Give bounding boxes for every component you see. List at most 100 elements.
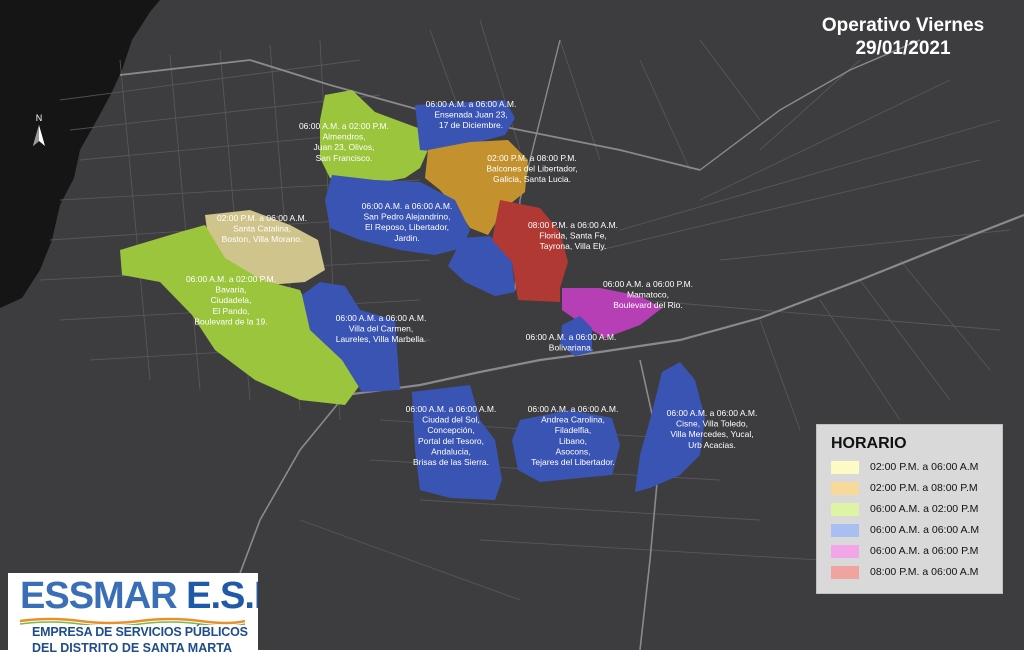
zone-label-line: Villa del Carmen, [349,324,414,334]
zone-label-florida: 08:00 P.M. a 06:00 A.M. Florida, Santa Fe… [528,220,618,251]
zone-label-line: El Pando, [213,306,250,316]
zone-label-line: San Francisco. [316,153,373,163]
zone-label-line: Urb Acacias. [688,440,736,450]
zone-label-line: 06:00 A.M. a 06:00 A.M. [667,408,758,418]
zone-label-line: Tejares del Libertador. [531,457,615,467]
zone-label-santa-catalina: 02:00 P.M. a 06:00 A.M. Santa Catalina, Bo… [217,213,307,244]
zone-ciudad-del-sol-polygon[interactable] [412,385,502,500]
zone-label-line: 06:00 A.M. a 06:00 P.M. [603,279,693,289]
essmar-logo: ESSMAR E.S.P. EMPRESA DE SERVICIOS PÚBLI… [8,573,258,658]
logo-name: ESSMAR [20,575,178,617]
zone-label-line: Villa Mercedes, Yucal, [670,429,753,439]
zone-label-line: Concepción, [427,425,474,435]
zone-labels: 06:00 A.M. a 02:00 P.M. Almendros, Juan 23… [186,99,757,467]
logo-wordmark: ESSMAR E.S.P. [20,575,258,618]
legend: HORARIO 02:00 P.M. a 06:00 A.M 02:00 P.M… [816,424,1003,594]
zone-label-ensenada: 06:00 A.M. a 06:00 A.M. Ensenada Juan 23,… [426,99,517,130]
zone-label-line: Mamatoco, [627,290,669,300]
zone-label-line: 02:00 P.M. a 08:00 P.M. [487,153,576,163]
zone-label-line: Libano, [559,436,587,446]
zone-label-line: 06:00 A.M. a 06:00 A.M. [426,99,517,109]
zone-label-line: Almendros, [323,132,366,142]
zone-almendros-polygon[interactable] [320,90,428,183]
zone-label-bolivariana: 06:00 A.M. a 06:00 A.M. Bolivariana. [526,332,617,353]
legend-label: 06:00 A.M. a 02:00 P.M [870,503,979,515]
zone-san-pedro-polygon[interactable] [325,175,470,255]
map-title-line1: Operativo Viernes [821,15,985,36]
zone-andrea-carolina-polygon[interactable] [512,410,620,482]
legend-title: HORARIO [831,435,907,452]
legend-label: 06:00 A.M. a 06:00 A.M [870,524,980,536]
zone-label-line: 02:00 P.M. a 06:00 A.M. [217,213,307,223]
zone-label-ciudad-del-sol: 06:00 A.M. a 06:00 A.M. Ciudad del Sol, Co… [406,404,497,467]
zone-cisne-polygon[interactable] [635,362,705,492]
logo-subtitle-2: DEL DISTRITO DE SANTA MARTA [32,641,232,655]
zone-label-line: Boulevard de la 19. [194,316,267,326]
zone-label-line: Jardin. [394,233,420,243]
zone-label-line: 06:00 A.M. a 06:00 A.M. [528,404,619,414]
north-arrow-icon: N [33,113,45,146]
logo-wave-icon [20,617,245,625]
zone-label-cisne: 06:00 A.M. a 06:00 A.M. Cisne, Villa Tole… [667,408,758,450]
zone-label-line: Ciudad del Sol, [422,415,480,425]
legend-swatch [831,502,859,516]
logo-esp: E.S.P. [186,575,258,617]
zone-label-line: Asocons, [556,446,591,456]
zone-label-line: San Pedro Alejandrino, [364,212,451,222]
zone-label-line: Galicia, Santa Lucia. [493,174,571,184]
zone-label-line: Bavaria, [215,285,246,295]
zone-label-line: Ciudadela, [211,295,252,305]
zone-label-line: Andalucia, [431,446,471,456]
zone-label-line: Boulevard del Rio. [613,300,682,310]
legend-label: 08:00 P.M. a 06:00 A.M [870,566,979,578]
zone-label-line: Florida, Santa Fe, [539,231,607,241]
zone-villa-del-carmen-polygon[interactable] [302,282,400,392]
zone-label-line: Tayrona, Villa Ely. [540,241,607,251]
legend-row: 06:00 A.M. a 02:00 P.M [831,501,978,517]
zone-san-pedro-south-polygon[interactable] [448,236,515,296]
zone-label-line: Balcones del Libertador, [486,164,577,174]
zone-label-line: 06:00 A.M. a 06:00 A.M. [336,313,427,323]
zone-label-line: Laureles, Villa Marbella. [336,334,427,344]
map-title: Operativo Viernes 29/01/2021 [790,14,1016,60]
zone-label-bavaria: 06:00 A.M. a 02:00 P.M. Bavaria, Ciudadela… [186,274,276,326]
zone-bolivariana-polygon[interactable] [560,316,592,356]
zone-label-san-pedro: 06:00 A.M. a 06:00 A.M. San Pedro Alejand… [362,201,453,243]
zone-bavaria-polygon[interactable] [120,225,360,405]
zone-label-andrea-carolina: 06:00 A.M. a 06:00 A.M. Andrea Carolina, F… [528,404,619,467]
zone-ensenada-polygon[interactable] [415,100,515,152]
north-arrow: N [28,112,50,150]
zone-label-line: Ensenada Juan 23, [434,110,507,120]
zone-label-line: Portal del Tesoro, [418,436,484,446]
zone-label-line: 08:00 P.M. a 06:00 A.M. [528,220,618,230]
legend-row: 06:00 A.M. a 06:00 A.M [831,522,979,538]
zone-label-line: Juan 23, Olivos, [314,142,375,152]
zone-label-line: 06:00 A.M. a 06:00 A.M. [362,201,453,211]
zone-label-line: 06:00 A.M. a 02:00 P.M. [299,121,389,131]
legend-row: 02:00 P.M. a 08:00 P.M [831,480,978,496]
legend-swatch [831,565,859,579]
zone-label-line: 06:00 A.M. a 06:00 A.M. [526,332,617,342]
zone-label-almendros: 06:00 A.M. a 02:00 P.M. Almendros, Juan 23… [299,121,389,163]
zone-label-line: El Reposo, Libertador, [365,222,449,232]
legend-swatch [831,481,859,495]
zone-label-line: Cisne, Villa Toledo, [676,419,748,429]
legend-label: 02:00 P.M. a 08:00 P.M [870,482,978,494]
zone-label-villa-del-carmen: 06:00 A.M. a 06:00 A.M. Villa del Carmen,… [336,313,427,344]
legend-swatch [831,523,859,537]
legend-label: 06:00 A.M. a 06:00 P.M [870,545,979,557]
zone-label-balcones: 02:00 P.M. a 08:00 P.M. Balcones del Libe… [486,153,577,184]
zone-florida-polygon[interactable] [492,200,568,302]
logo-subtitle-1: EMPRESA DE SERVICIOS PÚBLICOS [32,625,248,639]
zone-label-line: Santa Catalina, [233,224,291,234]
zone-label-line: 17 de Diciembre. [439,120,503,130]
zone-label-mamatoco: 06:00 A.M. a 06:00 P.M. Mamatoco, Boulevar… [603,279,693,310]
map-sea [0,0,160,308]
zone-label-line: Andrea Carolina, [541,415,605,425]
zone-label-line: Brisas de las Sierra. [413,457,489,467]
north-arrow-label: N [36,113,43,123]
legend-swatch [831,544,859,558]
legend-row: 02:00 P.M. a 06:00 A.M [831,459,978,475]
legend-swatch [831,460,859,474]
